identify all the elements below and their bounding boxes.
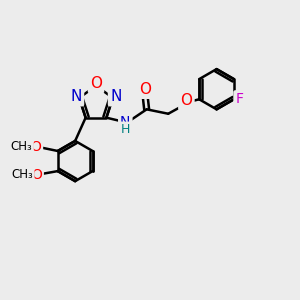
Text: O: O (90, 76, 102, 91)
Text: O: O (31, 168, 42, 182)
Text: CH₃: CH₃ (11, 168, 33, 181)
Text: O: O (139, 82, 151, 97)
Text: F: F (236, 92, 243, 106)
Text: H: H (121, 123, 130, 136)
Text: N: N (70, 89, 82, 104)
Text: O: O (180, 94, 192, 109)
Text: CH₃: CH₃ (10, 140, 32, 153)
Text: N: N (120, 115, 130, 129)
Text: O: O (30, 140, 41, 154)
Text: N: N (110, 89, 122, 104)
